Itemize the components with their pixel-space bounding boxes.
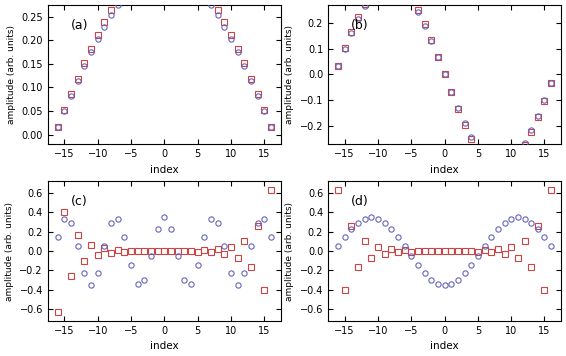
X-axis label: index: index [150,164,179,174]
Y-axis label: amplitude (arb. units): amplitude (arb. units) [285,25,294,124]
Text: (b): (b) [351,19,369,32]
X-axis label: index: index [430,164,459,174]
Text: (c): (c) [71,195,88,208]
Y-axis label: amplitude (arb. units): amplitude (arb. units) [285,201,294,300]
X-axis label: index: index [430,341,459,351]
X-axis label: index: index [150,341,179,351]
Text: (d): (d) [351,195,369,208]
Y-axis label: amplitude (arb. units): amplitude (arb. units) [7,25,16,124]
Text: (a): (a) [71,19,89,32]
Y-axis label: amplitude (arb. units): amplitude (arb. units) [5,201,14,300]
